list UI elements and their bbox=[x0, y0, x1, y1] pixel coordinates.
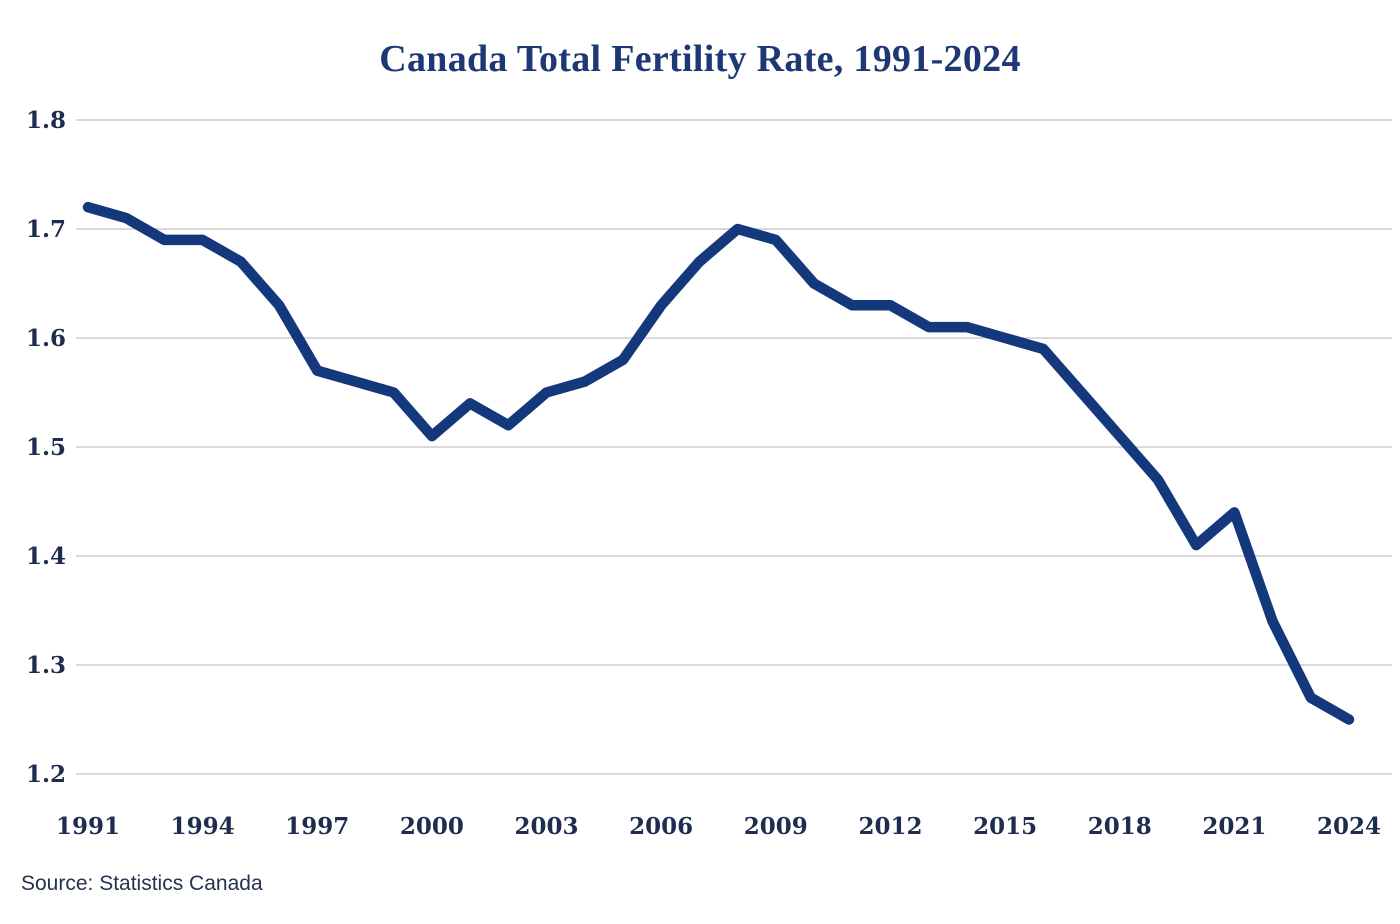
x-axis-tick-label: 2018 bbox=[1088, 813, 1152, 840]
x-axis-tick-label: 2006 bbox=[629, 813, 693, 840]
x-axis-tick-label: 1991 bbox=[56, 813, 120, 840]
y-axis-tick-label: 1.4 bbox=[26, 543, 66, 570]
x-axis-tick-label: 2009 bbox=[744, 813, 808, 840]
y-axis-tick-label: 1.7 bbox=[26, 216, 66, 243]
source-note: Source: Statistics Canada bbox=[21, 872, 263, 895]
y-axis-tick-label: 1.3 bbox=[26, 652, 66, 679]
x-axis-tick-label: 2003 bbox=[515, 813, 579, 840]
y-axis-tick-label: 1.2 bbox=[26, 761, 66, 788]
y-axis-tick-label: 1.5 bbox=[26, 434, 66, 461]
x-axis-tick-label: 1994 bbox=[171, 813, 235, 840]
y-axis-tick-label: 1.6 bbox=[26, 325, 66, 352]
x-axis-tick-label: 1997 bbox=[285, 813, 349, 840]
x-axis-tick-label: 2021 bbox=[1202, 813, 1266, 840]
fertility-rate-line bbox=[82, 201, 1355, 725]
x-axis-tick-label: 2024 bbox=[1317, 813, 1381, 840]
x-axis-tick-label: 2012 bbox=[858, 813, 922, 840]
chart-title: Canada Total Fertility Rate, 1991-2024 bbox=[379, 38, 1021, 81]
x-axis-tick-label: 2015 bbox=[973, 813, 1037, 840]
x-axis-tick-label: 2000 bbox=[400, 813, 464, 840]
y-axis-tick-label: 1.8 bbox=[26, 107, 66, 134]
